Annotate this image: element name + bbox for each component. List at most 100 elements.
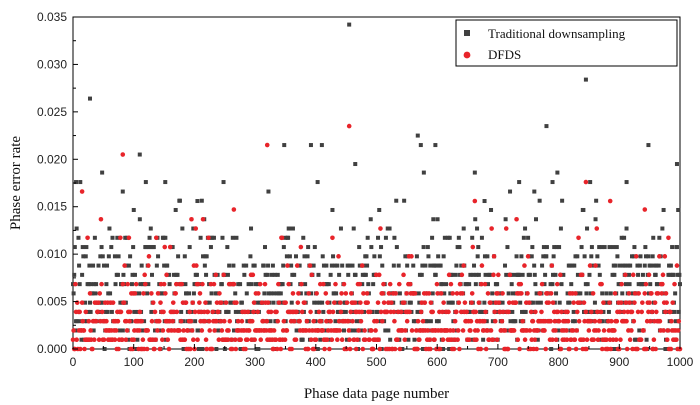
- dfds-point: [488, 328, 494, 333]
- dfds-point: [646, 309, 651, 315]
- dfds-point: [598, 309, 604, 315]
- traditional-point: [575, 254, 580, 259]
- dfds-point: [432, 337, 437, 343]
- traditional-point: [132, 272, 137, 277]
- dfds-point: [274, 346, 280, 352]
- dfds-point: [251, 300, 257, 305]
- dfds-point: [542, 328, 547, 333]
- traditional-point: [195, 199, 200, 204]
- dfds-point: [492, 309, 497, 315]
- dfds-point: [630, 272, 636, 278]
- traditional-point: [74, 180, 79, 185]
- dfds-point: [225, 337, 231, 343]
- traditional-point: [484, 319, 489, 324]
- traditional-point: [316, 272, 321, 277]
- dfds-point: [211, 281, 217, 287]
- traditional-point: [271, 300, 276, 305]
- dfds-point: [375, 300, 381, 305]
- dfds-point: [629, 328, 634, 333]
- dfds-point: [667, 309, 673, 315]
- dfds-point: [663, 309, 668, 315]
- dfds-point: [614, 318, 620, 324]
- traditional-point: [544, 124, 549, 129]
- traditional-point: [554, 245, 559, 250]
- dfds-point: [496, 300, 502, 305]
- traditional-point: [400, 347, 405, 351]
- traditional-point: [578, 291, 583, 296]
- dfds-point: [428, 300, 434, 305]
- dfds-point: [264, 318, 270, 324]
- traditional-point: [644, 337, 649, 342]
- dfds-point: [555, 309, 561, 315]
- traditional-point: [468, 272, 473, 277]
- traditional-point: [262, 291, 267, 296]
- dfds-point: [264, 142, 270, 148]
- dfds-point: [195, 281, 201, 287]
- dfds-point: [407, 281, 413, 287]
- dfds-point: [468, 318, 474, 324]
- traditional-point: [467, 309, 472, 314]
- dfds-point: [96, 337, 102, 343]
- traditional-point: [92, 235, 97, 240]
- dfds-point: [397, 346, 403, 352]
- traditional-point: [163, 180, 168, 185]
- dfds-point: [339, 291, 344, 296]
- traditional-point: [302, 254, 307, 259]
- dfds-point: [74, 300, 80, 305]
- traditional-point: [485, 282, 490, 287]
- dfds-point: [161, 281, 167, 287]
- traditional-point: [234, 235, 239, 240]
- dfds-point: [120, 152, 126, 157]
- traditional-point: [668, 263, 673, 268]
- dfds-point: [284, 328, 290, 333]
- dfds-point: [256, 291, 261, 296]
- traditional-point: [102, 347, 107, 351]
- dfds-point: [457, 281, 463, 287]
- traditional-point: [505, 245, 510, 250]
- traditional-point: [162, 263, 167, 268]
- traditional-point: [275, 272, 280, 277]
- traditional-point: [495, 282, 500, 287]
- dfds-point: [308, 309, 313, 315]
- traditional-point: [142, 319, 147, 324]
- traditional-point: [151, 245, 156, 250]
- traditional-point: [281, 263, 286, 268]
- dfds-point: [641, 328, 646, 333]
- dfds-point: [469, 300, 474, 305]
- dfds-point: [170, 300, 176, 305]
- traditional-point: [77, 263, 82, 268]
- dfds-point: [86, 318, 92, 324]
- dfds-point: [306, 291, 312, 296]
- dfds-point: [548, 291, 554, 296]
- traditional-point: [106, 254, 111, 259]
- traditional-point: [635, 263, 640, 268]
- traditional-point: [93, 291, 98, 296]
- dfds-point: [206, 235, 211, 241]
- traditional-point: [104, 282, 109, 287]
- dfds-point: [97, 291, 103, 296]
- traditional-point: [265, 272, 270, 277]
- dfds-point: [553, 328, 558, 333]
- dfds-point: [469, 291, 475, 296]
- dfds-point: [503, 226, 509, 231]
- dfds-point: [155, 291, 161, 296]
- dfds-point: [341, 281, 347, 287]
- dfds-point: [583, 309, 589, 315]
- traditional-point: [242, 272, 247, 277]
- dfds-point: [79, 189, 85, 194]
- traditional-point: [620, 291, 625, 296]
- traditional-point: [650, 254, 655, 259]
- traditional-point: [180, 226, 185, 231]
- traditional-point: [523, 309, 528, 314]
- dfds-point: [206, 318, 212, 324]
- traditional-point: [555, 170, 560, 175]
- traditional-point: [228, 300, 233, 305]
- dfds-point: [333, 281, 338, 287]
- dfds-point: [666, 235, 671, 241]
- traditional-point: [227, 263, 232, 268]
- dfds-point: [587, 263, 593, 268]
- dfds-point: [663, 291, 669, 296]
- traditional-point: [364, 254, 369, 259]
- dfds-point: [309, 272, 315, 278]
- traditional-point: [204, 272, 209, 277]
